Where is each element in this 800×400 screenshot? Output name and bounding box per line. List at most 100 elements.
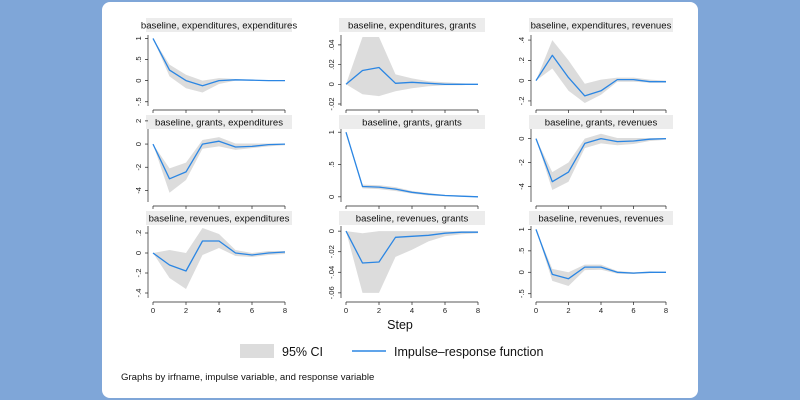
x-tick-label: 2 — [566, 306, 570, 315]
y-tick-label: 1 — [517, 227, 526, 231]
x-tick-label: 0 — [534, 306, 538, 315]
y-tick-label: .04 — [327, 40, 336, 51]
y-tick-label: 0 — [134, 79, 143, 83]
panel-title: baseline, grants, expenditures — [155, 118, 283, 129]
ci-band — [536, 133, 666, 190]
irf-line — [535, 229, 666, 280]
irf-line — [152, 240, 286, 272]
irf-line — [535, 137, 667, 183]
ci-band — [153, 137, 285, 193]
panel-title-strip — [146, 211, 292, 225]
panel-title: baseline, expenditures, expenditures — [141, 21, 297, 32]
ci-band — [153, 38, 285, 93]
y-tick-label: -.4 — [134, 289, 143, 298]
y-tick-label: .5 — [134, 56, 143, 62]
y-tick-label: .02 — [327, 59, 336, 70]
y-tick-label: -.2 — [517, 96, 526, 105]
irf-line — [345, 230, 478, 264]
y-tick-label: 0 — [517, 270, 526, 274]
y-tick-label: .2 — [517, 57, 526, 63]
irf-line — [152, 140, 286, 180]
irf-panel: baseline, revenues, revenues 1 .5 0 -.5 0 2 4 6 8 — [517, 211, 673, 315]
y-tick-label: -.04 — [327, 266, 336, 279]
y-tick-label: -2 — [517, 159, 526, 166]
irf-panel: baseline, expenditures, expenditures 1 .5 0… — [134, 18, 297, 123]
panel-title: baseline, revenues, expenditures — [149, 214, 290, 225]
y-tick-label: .5 — [327, 161, 336, 167]
y-tick-label: -.06 — [327, 286, 336, 299]
x-tick-label: 6 — [631, 306, 635, 315]
y-tick-label: 0 — [327, 195, 336, 199]
irf-line — [345, 132, 479, 198]
x-tick-label: 8 — [664, 306, 668, 315]
panel-title: baseline, grants, revenues — [545, 118, 658, 129]
y-tick-label: 2 — [134, 119, 143, 123]
x-tick-label: 0 — [151, 306, 155, 315]
x-tick-label: 4 — [410, 306, 414, 315]
panel-title: baseline, grants, grants — [362, 118, 462, 129]
legend-ci-swatch — [240, 344, 274, 358]
x-tick-label: 2 — [377, 306, 381, 315]
irf-panel: baseline, revenues, grants 0 -.02 -.04 -.06 0… — [327, 211, 485, 315]
panel-title-strip — [146, 115, 292, 129]
y-tick-label: -4 — [134, 187, 143, 194]
panel-title-strip — [339, 115, 485, 129]
x-axis-title: Step — [387, 318, 413, 332]
y-tick-label: -4 — [517, 183, 526, 190]
irf-panel: baseline, expenditures, revenues .4 .2 0 -.2… — [517, 18, 673, 123]
panel-title: baseline, expenditures, revenues — [531, 21, 672, 32]
figure-card: baseline, expenditures, expenditures 1 .5 0… — [102, 2, 698, 398]
y-tick-label: .2 — [134, 230, 143, 236]
y-tick-label: -2 — [134, 164, 143, 171]
irf-line — [345, 66, 478, 85]
ci-band — [346, 231, 478, 293]
y-tick-label: -.02 — [327, 97, 336, 110]
x-tick-label: 6 — [250, 306, 254, 315]
panel-title: baseline, revenues, grants — [356, 214, 469, 225]
y-tick-label: 0 — [327, 82, 336, 86]
x-tick-label: 4 — [599, 306, 603, 315]
y-tick-label: 0 — [517, 136, 526, 140]
legend: 95% CI Impulse–response function — [240, 344, 543, 359]
irf-figure: baseline, expenditures, expenditures 1 .5 0… — [121, 18, 673, 383]
y-tick-label: -.5 — [134, 97, 143, 106]
ci-band — [346, 37, 478, 97]
x-tick-label: 8 — [283, 306, 287, 315]
legend-ci-label: 95% CI — [282, 345, 323, 359]
y-tick-label: 0 — [517, 79, 526, 83]
x-tick-label: 0 — [344, 306, 348, 315]
irf-panel: baseline, grants, expenditures20-2-40246… — [134, 115, 292, 219]
figure-note: Graphs by irfname, impulse variable, and… — [121, 372, 374, 383]
y-tick-label: .5 — [517, 248, 526, 254]
ci-band — [153, 228, 285, 289]
irf-line — [535, 54, 666, 97]
panel-title: baseline, expenditures, grants — [348, 21, 476, 32]
panel-title-strip — [529, 115, 673, 129]
y-tick-label: 1 — [134, 36, 143, 40]
ci-band — [536, 229, 666, 286]
panel-title-strip — [339, 211, 485, 225]
y-tick-label: -.2 — [134, 269, 143, 278]
y-tick-label: 0 — [327, 229, 336, 233]
y-tick-label: 1 — [327, 130, 336, 134]
irf-line — [152, 38, 285, 87]
legend-line-label: Impulse–response function — [394, 345, 543, 359]
irf-panel: baseline, revenues, expenditures .2 0 -.2 -.… — [134, 211, 292, 315]
x-tick-label: 2 — [184, 306, 188, 315]
panel-title-strip — [146, 18, 292, 32]
x-tick-label: 4 — [217, 306, 221, 315]
y-tick-label: -.02 — [327, 245, 336, 258]
panel-title: baseline, revenues, revenues — [538, 214, 664, 225]
y-tick-label: -.5 — [517, 289, 526, 298]
y-tick-label: 0 — [134, 142, 143, 146]
panel-title-strip — [339, 18, 485, 32]
x-tick-label: 8 — [476, 306, 480, 315]
panel-title-strip — [529, 211, 673, 225]
y-tick-label: .4 — [517, 37, 526, 43]
x-tick-label: 6 — [443, 306, 447, 315]
panel-title-strip — [529, 18, 673, 32]
y-tick-label: 0 — [134, 251, 143, 255]
ci-band — [536, 40, 666, 103]
